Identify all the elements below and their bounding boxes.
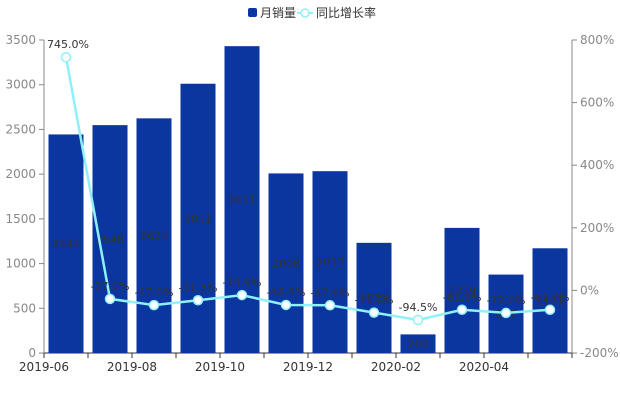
y-left-tick-label: 0 [28,346,36,360]
legend-label-line: 同比增长率 [316,5,376,20]
growth-rate-point [236,289,248,301]
x-tick-label: 2020-04 [459,360,509,374]
y-left-tick-label: 2500 [5,122,36,136]
growth-rate-label: -31.5% [179,281,218,294]
growth-rate-line [64,56,551,322]
y-right-tick-label: -200% [580,346,619,360]
growth-rate-point [544,304,556,316]
bar [400,334,436,353]
growth-rate-label: -46.5% [267,286,306,299]
bar-value-label: 2033 [316,256,344,269]
growth-rate-point [148,299,160,311]
bar-value-label: 208 [408,338,429,351]
growth-rate-label: -27.0% [91,280,130,293]
bar [444,227,480,353]
growth-rate-label: -14.9% [223,276,262,289]
growth-rate-point [500,307,512,319]
bar-value-label: 1399 [448,284,476,297]
x-tick-label: 2019-10 [195,360,245,374]
growth-rate-point [412,314,424,326]
bar-value-label: 1232 [360,292,388,305]
bar [356,242,392,353]
y-left-tick-label: 1500 [5,212,36,226]
legend-swatch-bar [248,8,257,17]
x-tick-label: 2020-02 [371,360,421,374]
x-tick-label: 2019-12 [283,360,333,374]
bar [136,118,172,353]
bar [180,83,216,354]
y-left-tick-label: 1000 [5,257,36,271]
bar [224,46,260,354]
bar [268,173,304,353]
bar-value-label: 2444 [52,238,80,251]
growth-rate-label: -47.6% [311,286,350,299]
legend-label-bar: 月销量 [260,6,296,20]
x-tick-label: 2019-08 [107,360,157,374]
growth-rate-point [280,299,292,311]
growth-rate-label: -94.5% [399,301,438,314]
bar-value-label: 3431 [228,194,256,207]
growth-rate-point [192,295,204,306]
growth-rate-label: -47.0% [135,286,174,299]
y-right-tick-label: 0% [580,283,599,297]
bar-value-label: 2008 [272,257,300,270]
legend-swatch-dot [300,8,310,18]
growth-rate-label: -71.0% [355,294,394,307]
bar-value-label: 1171 [536,295,564,308]
growth-rate-point [60,51,72,63]
x-tick-label: 2019-06 [19,360,69,374]
y-right-tick-label: 200% [580,221,614,235]
growth-rate-point [104,293,116,305]
y-left-tick-label: 2000 [5,167,36,181]
y-right-tick-label: 800% [580,33,614,47]
bar-value-label: 2548 [96,233,124,246]
bar [312,171,348,353]
y-left-tick-label: 3500 [5,33,36,47]
growth-rate-point [324,300,336,311]
y-left-tick-label: 3000 [5,78,36,92]
y-left-tick-label: 500 [13,301,36,315]
growth-rate-point [456,304,468,316]
bar-value-label: 2624 [140,230,168,243]
plot-area: 0 500 1000 1500 2000 2500 3000 3500 -200% 0% 200% 4… [5,33,618,374]
growth-rate-label: 745.0% [47,38,89,51]
y-right-tick-label: 600% [580,96,614,110]
legend: 月销量 同比增长率 [248,5,376,20]
growth-rate-label: -72.0% [487,294,526,307]
growth-rate-label: -62.0% [531,291,570,304]
bar-value-label: 3011 [184,212,212,225]
bar [532,248,568,353]
growth-rate-point [368,307,380,318]
bar [48,134,84,353]
growth-rate-label: -61.9% [443,291,482,304]
y-right-tick-label: 400% [580,158,614,172]
